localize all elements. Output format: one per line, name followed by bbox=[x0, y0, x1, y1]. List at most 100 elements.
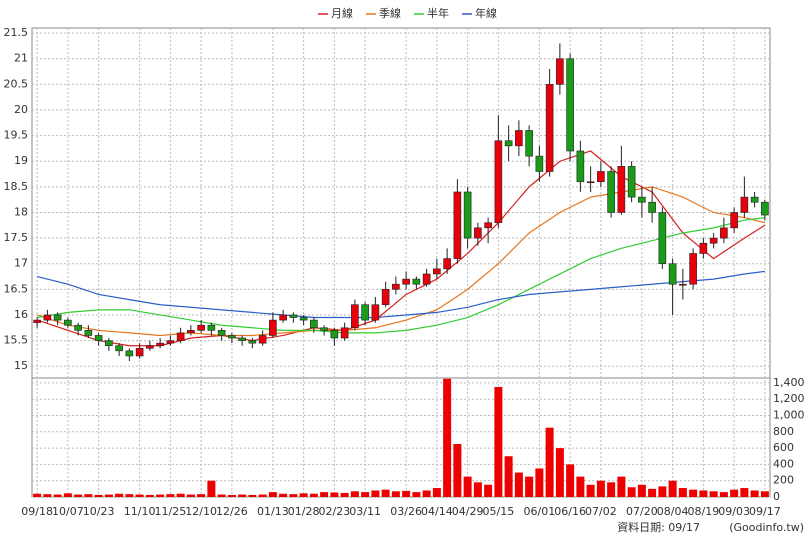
candle-body bbox=[566, 58, 574, 152]
volume-bar bbox=[750, 490, 759, 497]
y2-tick-label: 1,400 bbox=[773, 376, 805, 389]
volume-bar bbox=[84, 494, 93, 497]
x-tick-label: 09/17 bbox=[749, 505, 781, 518]
volume-bar bbox=[279, 493, 288, 497]
y2-tick-label: 800 bbox=[773, 425, 794, 438]
volume-bar bbox=[422, 490, 431, 497]
candle-body bbox=[453, 191, 462, 259]
y-tick-label: 21.5 bbox=[4, 26, 29, 39]
volume-bar bbox=[340, 492, 349, 497]
candle-body bbox=[340, 327, 349, 339]
y-tick-label: 16.5 bbox=[4, 282, 29, 295]
volume-bar bbox=[217, 494, 226, 497]
volume-bar bbox=[596, 480, 605, 497]
y-tick-label: 17 bbox=[14, 257, 28, 270]
candle-body bbox=[535, 155, 544, 172]
candle-body bbox=[556, 58, 564, 85]
volume-bar bbox=[412, 492, 421, 497]
candle-body bbox=[289, 314, 298, 318]
x-tick-label: 12/10 bbox=[185, 505, 217, 518]
candle-body bbox=[679, 283, 687, 286]
y-tick-label: 16 bbox=[14, 308, 28, 321]
volume-bar bbox=[535, 468, 544, 497]
volume-bar bbox=[566, 464, 575, 497]
candle-body bbox=[115, 345, 123, 352]
volume-bar bbox=[33, 493, 42, 497]
volume-bar bbox=[289, 494, 298, 497]
volume-bar bbox=[63, 493, 72, 497]
candle-body bbox=[730, 212, 738, 229]
candle-body bbox=[474, 227, 482, 239]
volume-bar bbox=[740, 488, 749, 497]
volume-bar bbox=[391, 491, 400, 497]
x-tick-label: 11/25 bbox=[155, 505, 187, 518]
candle-body bbox=[586, 181, 595, 184]
x-tick-label: 04/14 bbox=[421, 505, 453, 518]
x-tick-label: 05/15 bbox=[483, 505, 515, 518]
candle-body bbox=[525, 130, 533, 157]
candle-body bbox=[545, 84, 554, 172]
candle-body bbox=[627, 166, 636, 198]
candle-body bbox=[146, 345, 154, 349]
legend-label: 半年 bbox=[427, 6, 449, 20]
volume-bar bbox=[699, 490, 708, 497]
candle-body bbox=[269, 319, 277, 336]
moving-average-line bbox=[36, 150, 766, 347]
x-tick-label: 10/23 bbox=[83, 505, 115, 518]
volume-bar bbox=[320, 492, 329, 497]
volume-bar bbox=[115, 493, 124, 497]
candle-body bbox=[176, 332, 185, 341]
volume-bar bbox=[258, 494, 267, 497]
y-tick-label: 21 bbox=[14, 52, 28, 65]
footer-date: 資料日期: 09/17 bbox=[617, 520, 700, 534]
volume-bar bbox=[555, 448, 564, 497]
candle-body bbox=[740, 196, 749, 213]
candle-body bbox=[64, 319, 72, 326]
y-tick-label: 20.5 bbox=[4, 77, 29, 90]
volume-bar bbox=[135, 494, 144, 497]
y-tick-label: 17.5 bbox=[4, 231, 29, 244]
volume-bar bbox=[156, 494, 165, 497]
volume-bar bbox=[473, 482, 482, 497]
candle-body bbox=[494, 140, 503, 224]
volume-bar bbox=[484, 484, 493, 497]
x-tick-label: 09/03 bbox=[718, 505, 750, 518]
volume-bar bbox=[330, 492, 339, 497]
candle-body bbox=[484, 222, 492, 229]
volume-bar bbox=[381, 489, 390, 497]
volume-bar bbox=[53, 494, 62, 497]
x-tick-label: 01/28 bbox=[288, 505, 320, 518]
candle-body bbox=[597, 171, 605, 183]
moving-average-line bbox=[37, 217, 765, 334]
candle-body bbox=[361, 304, 369, 321]
x-tick-label: 12/26 bbox=[216, 505, 248, 518]
x-tick-label: 07/20 bbox=[626, 505, 658, 518]
y2-tick-label: 1,000 bbox=[773, 408, 805, 421]
candle-body bbox=[371, 304, 380, 321]
candle-body bbox=[217, 330, 226, 336]
candle-body bbox=[617, 166, 626, 213]
x-tick-label: 02/23 bbox=[319, 505, 351, 518]
moving-average-line bbox=[36, 270, 765, 319]
volume-bar bbox=[658, 486, 667, 497]
candle-body bbox=[515, 130, 523, 147]
candle-body bbox=[320, 327, 328, 331]
candle-body bbox=[381, 289, 390, 306]
x-tick-label: 04/29 bbox=[452, 505, 484, 518]
candle-body bbox=[699, 242, 708, 254]
volume-bar bbox=[719, 492, 728, 497]
volume-bar bbox=[637, 484, 646, 497]
volume-bar bbox=[432, 488, 441, 497]
volume-bar bbox=[74, 494, 83, 497]
x-tick-label: 07/02 bbox=[585, 505, 617, 518]
y2-tick-label: 600 bbox=[773, 441, 794, 454]
candle-body bbox=[228, 335, 236, 339]
volume-bar bbox=[504, 456, 513, 497]
volume-bar bbox=[668, 480, 677, 497]
volume-bar bbox=[227, 494, 236, 497]
candle-body bbox=[648, 201, 656, 213]
candle-body bbox=[248, 340, 257, 344]
candle-body bbox=[720, 227, 728, 239]
y-tick-label: 18.5 bbox=[4, 180, 29, 193]
